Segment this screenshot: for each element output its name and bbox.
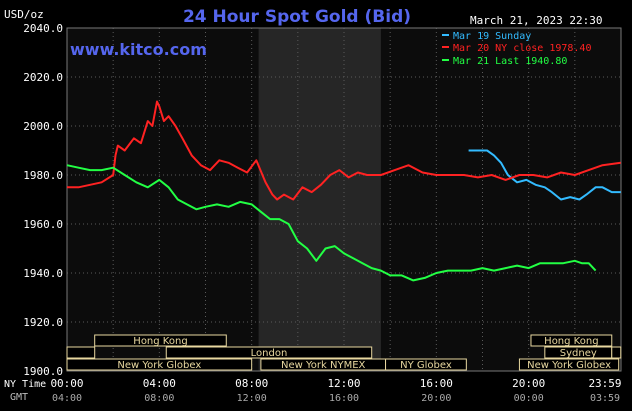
x-tick-label-ny: 00:00 [50,377,83,390]
legend-label-mar19: Mar 19 Sunday [453,31,531,42]
x-tick-label-gmt: 20:00 [421,393,451,404]
market-label: Sydney [560,348,597,359]
y-tick-label: 2040.0 [23,22,63,35]
x-tick-label-ny: 12:00 [327,377,360,390]
chart-timestamp: March 21, 2023 22:30 [470,14,602,27]
series-lines [66,100,621,282]
x-tick-label-ny: 20:00 [512,377,545,390]
ny-time-label: NY Time [4,379,46,390]
market-box [94,334,227,347]
y-tick-label: 1920.0 [23,316,63,329]
x-tick-label-ny: 08:00 [235,377,268,390]
y-tick-label: 1940.0 [23,267,63,280]
plot-frame [66,27,622,372]
legend: Mar 19 Sunday Mar 20 NY close 1978.40 Ma… [442,31,591,67]
market-label: Hong Kong [544,336,598,347]
market-box [66,346,96,359]
x-tick-label-gmt: 08:00 [144,393,174,404]
gmt-label: GMT [10,392,28,403]
series-line [67,100,621,201]
market-label: NY Globex [400,360,452,371]
legend-label-mar21: Mar 21 Last 1940.80 [453,56,567,67]
market-box [66,358,253,371]
x-tick-label-ny: 04:00 [143,377,176,390]
shaded-session [258,28,381,371]
market-box [518,358,620,371]
market-box [165,346,373,359]
chart-title: 24 Hour Spot Gold (Bid) [183,7,411,27]
y-tick-label: 2000.0 [23,120,63,133]
y-tick-label: 2020.0 [23,71,63,84]
y-axis-ticks: 2040.0 2020.0 2000.0 1980.0 1960.0 1940.0 1920… [23,22,63,378]
market-box [611,346,622,359]
market-label: New York Globex [117,360,201,371]
y-tick-label: 1960.0 [23,218,63,231]
x-tick-label-ny: 23:59 [588,377,621,390]
y-tick-label: 1980.0 [23,169,63,182]
watermark-url: www.kitco.com [70,40,207,59]
x-tick-label-gmt: 03:59 [590,393,620,404]
legend-label-mar20: Mar 20 NY close 1978.40 [453,43,591,54]
market-label: New York NYMEX [281,360,366,371]
market-box [385,358,467,371]
x-tick-label-ny: 16:00 [420,377,453,390]
series-line [66,164,597,282]
market-box [530,334,613,347]
x-axis-ticks: 00:00 04:00 08:00 12:00 16:00 20:00 23:59 04:00… [50,377,621,404]
x-tick-label-gmt: 16:00 [329,393,359,404]
y-axis-units: USD/oz [4,8,44,21]
market-label: New York Globex [527,360,611,371]
x-tick-label-gmt: 12:00 [237,393,267,404]
x-tick-label-gmt: 00:00 [514,393,544,404]
series-line [468,149,621,201]
y-tick-label: 1900.0 [23,365,63,378]
market-label: Hong Kong [133,336,187,347]
x-tick-label-gmt: 04:00 [52,393,82,404]
market-label: London [251,348,288,359]
grid-lines [66,27,622,372]
